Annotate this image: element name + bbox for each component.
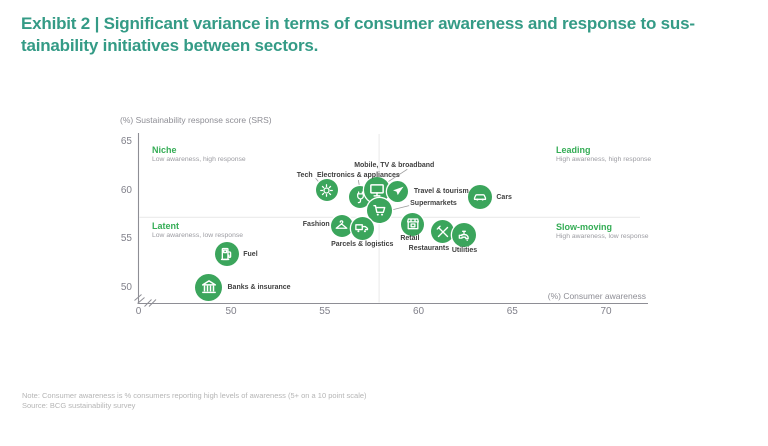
x-tick-65: 65 xyxy=(506,306,518,317)
bubble-restaurants xyxy=(431,220,455,244)
y-tick-60: 60 xyxy=(120,184,132,196)
quadrant-slow-moving-name: Slow-moving xyxy=(556,222,612,232)
quadrant-slow-moving-desc: High awareness, low response xyxy=(556,233,649,240)
x-tick-55: 55 xyxy=(319,306,331,317)
quadrant-niche: Niche Low awareness, high response xyxy=(152,145,246,163)
utensils-icon xyxy=(436,225,449,238)
store-icon xyxy=(406,218,419,230)
car-icon xyxy=(474,194,487,201)
y-axis-break-mark xyxy=(134,294,142,301)
bubble-label-utilities: Utilities xyxy=(451,247,478,255)
page-title: Exhibit 2 | Significant variance in term… xyxy=(21,13,753,57)
x-tick-70: 70 xyxy=(600,306,612,317)
x-tick-60: 60 xyxy=(412,306,425,317)
y-tick-50: 50 xyxy=(120,281,132,293)
bubble-retail xyxy=(401,212,425,236)
y-axis-title: (%) Sustainability response score (SRS) xyxy=(120,115,272,125)
cart-icon xyxy=(372,205,386,216)
truck-icon xyxy=(355,224,369,233)
tech-icon xyxy=(320,183,333,197)
leader-line-supermarkets xyxy=(393,205,410,210)
quadrant-latent-desc: Low awareness, low response xyxy=(152,232,244,239)
bubble-fashion xyxy=(330,215,353,238)
quadrant-leading-desc: High awareness, high response xyxy=(556,156,652,163)
bubble-label-tech: Tech xyxy=(296,171,313,179)
bubble-label-restaurants: Restaurants xyxy=(408,245,450,253)
quadrant-niche-desc: Low awareness, high response xyxy=(152,156,246,163)
bubble-parcels-logistics xyxy=(350,216,374,240)
tv-icon xyxy=(370,184,385,197)
x-axis-title: (%) Consumer awareness xyxy=(547,291,646,301)
bubble-travel-tourism xyxy=(387,180,409,202)
y-tick-65: 65 xyxy=(120,136,132,148)
bubble-label-travel-tourism: Travel & tourism xyxy=(413,187,469,195)
x-axis-break-mark xyxy=(148,299,157,307)
bubble-label-electronics-appliances: Electronics & appliances xyxy=(316,171,400,179)
y-tick-55: 55 xyxy=(120,233,132,245)
plug-icon xyxy=(356,190,364,203)
bubble-label-banks-insurance: Banks & insurance xyxy=(227,283,291,291)
hanger-icon xyxy=(335,219,348,229)
bubble-utilities xyxy=(451,222,476,247)
bubble-label-mobile-tv-broadband: Mobile, TV & broadband xyxy=(354,161,435,169)
fuel-icon xyxy=(221,247,232,261)
quadrant-latent-name: Latent xyxy=(152,221,179,231)
bubble-label-parcels-logistics: Parcels & logistics xyxy=(331,240,394,248)
quadrant-leading: Leading High awareness, high response xyxy=(556,145,651,163)
bank-icon xyxy=(201,280,216,294)
page-title-line1: Exhibit 2 | Significant variance in term… xyxy=(21,14,695,33)
bubble-cars xyxy=(468,185,493,210)
bubble-label-supermarkets: Supermarkets xyxy=(410,200,457,208)
leader-line-mobile-tv-broadband xyxy=(387,168,408,183)
bubble-label-retail: Retail xyxy=(400,234,420,242)
leader-line-electronics-appliances xyxy=(357,180,360,187)
y-axis-break-mark xyxy=(137,297,145,304)
plane-icon xyxy=(392,186,404,196)
bubble-tech xyxy=(315,179,338,202)
x-tick-0: 0 xyxy=(135,306,142,317)
x-axis-break-mark xyxy=(144,299,152,307)
bubble-label-fuel: Fuel xyxy=(243,250,258,258)
x-tick-50: 50 xyxy=(225,306,237,317)
faucet-icon xyxy=(458,230,469,241)
quadrant-leading-name: Leading xyxy=(556,145,591,155)
bubble-label-cars: Cars xyxy=(496,193,512,201)
page-title-line2: tainability initiatives between sectors. xyxy=(21,36,319,55)
quadrant-latent: Latent Low awareness, low response xyxy=(152,221,243,239)
bubble-banks-insurance xyxy=(195,273,222,301)
chart-source: Source: BCG sustainability survey xyxy=(22,401,136,410)
bubble-label-fashion: Fashion xyxy=(302,220,330,228)
chart-note: Note: Consumer awareness is % consumers … xyxy=(22,391,367,400)
quadrant-slow-moving: Slow-moving High awareness, low response xyxy=(556,222,649,240)
quadrant-niche-name: Niche xyxy=(152,145,177,155)
bubble-supermarkets xyxy=(366,198,392,224)
bubble-mobile-tv-broadband xyxy=(364,177,391,204)
bubble-fuel xyxy=(215,242,240,267)
